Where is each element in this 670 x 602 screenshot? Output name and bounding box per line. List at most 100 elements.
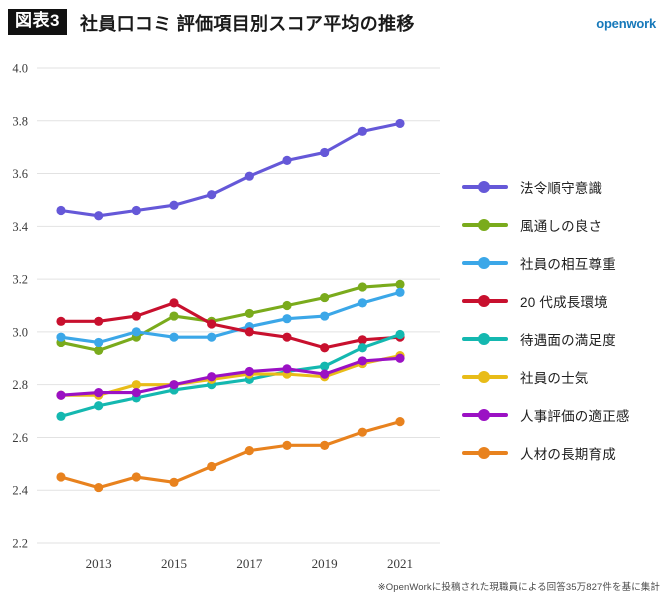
legend-dot-glyph xyxy=(478,295,490,307)
y-axis-tick-label: 3.4 xyxy=(12,220,28,234)
series-line xyxy=(59,121,402,218)
data-point xyxy=(94,401,104,411)
figure-number-badge: 図表3 xyxy=(8,9,67,35)
data-point xyxy=(94,316,104,326)
y-axis-tick-label: 3.6 xyxy=(12,167,28,181)
data-point xyxy=(207,461,217,472)
x-axis-tick-label: 2017 xyxy=(236,556,263,568)
legend-color-swatch xyxy=(462,370,508,384)
y-axis-tick-labels: 2.2 2.4 2.6 2.8 3.0 3.2 3.4 3.6 3.8 4.0 xyxy=(12,62,28,551)
data-point xyxy=(131,205,141,216)
y-axis-tick-label: 2.8 xyxy=(12,378,28,392)
data-point xyxy=(320,292,330,303)
x-axis-tick-labels: 2013 2015 2017 2019 2021 xyxy=(86,556,413,568)
data-point xyxy=(94,387,104,398)
line-chart-canvas: 2.22.42.62.83.03.23.43.63.84.0 2013 2015 2… xyxy=(12,62,440,568)
data-point xyxy=(395,353,405,363)
legend-item[interactable]: 人事評価の適正感 xyxy=(462,396,670,434)
data-point xyxy=(56,205,66,216)
openwork-logo: openwork xyxy=(596,16,656,31)
x-axis-tick-label: 2013 xyxy=(86,556,112,568)
data-point xyxy=(131,472,141,482)
y-axis-tick-label: 4.0 xyxy=(12,62,28,76)
data-point xyxy=(357,427,367,437)
series-0 xyxy=(56,118,405,221)
chart-legend: 法令順守意識風通しの良さ 社員の相互尊重 20 代成長環境待遇面の満足度社員の士気人… xyxy=(462,168,670,472)
data-point xyxy=(56,390,66,400)
legend-item[interactable]: 20 代成長環境 xyxy=(462,282,670,320)
legend-dot-glyph xyxy=(478,333,490,345)
data-point xyxy=(320,311,330,321)
legend-item[interactable]: 待遇面の満足度 xyxy=(462,320,670,358)
data-point xyxy=(320,440,330,450)
data-point xyxy=(395,118,405,129)
legend-dot-glyph xyxy=(478,219,490,231)
chart-header: 図表3 社員口コミ 評価項目別スコア平均の推移 openwork xyxy=(0,0,670,48)
footnote-text: ※OpenWorkに投稿された現職員による回答35万827件を基に集計 xyxy=(377,582,660,593)
y-axis-tick-label: 2.2 xyxy=(12,537,28,551)
data-point xyxy=(244,327,254,337)
legend-item-label: 人事評価の適正感 xyxy=(520,409,630,424)
data-point xyxy=(282,364,292,374)
data-point xyxy=(131,380,141,390)
y-axis-tick-label: 3.8 xyxy=(12,114,28,128)
legend-item-label: 社員の士気 xyxy=(520,371,589,386)
data-point xyxy=(131,327,141,337)
legend-item[interactable]: 社員の士気 xyxy=(462,358,670,396)
data-point xyxy=(395,279,405,289)
legend-item[interactable]: 社員の相互尊重 xyxy=(462,244,670,282)
legend-color-swatch xyxy=(462,294,508,308)
x-axis-tick-label: 2019 xyxy=(312,556,338,568)
legend-item[interactable]: 人材の長期育成 xyxy=(462,434,670,472)
legend-item[interactable]: 風通しの良さ xyxy=(462,206,670,244)
data-point xyxy=(282,300,292,311)
data-point xyxy=(56,411,66,421)
series-line xyxy=(59,354,402,397)
series-line xyxy=(59,301,402,350)
data-point xyxy=(207,190,217,200)
data-point xyxy=(244,308,254,319)
x-axis-tick-label: 2021 xyxy=(387,556,413,568)
series-6 xyxy=(56,353,405,400)
series-line xyxy=(59,290,402,344)
data-point xyxy=(357,335,367,345)
legend-item-label: 風通しの良さ xyxy=(520,219,603,234)
legend-item-label: 20 代成長環境 xyxy=(520,295,608,310)
data-point xyxy=(320,369,330,379)
legend-color-swatch xyxy=(462,256,508,270)
data-point xyxy=(169,380,179,390)
data-point xyxy=(169,477,179,487)
data-point xyxy=(169,311,179,321)
series-line xyxy=(59,332,402,418)
y-axis-tick-label: 2.6 xyxy=(12,431,28,445)
data-point xyxy=(282,314,292,324)
legend-dot-glyph xyxy=(478,409,490,421)
legend-color-swatch xyxy=(462,332,508,346)
gridlines-group xyxy=(37,67,440,544)
data-point xyxy=(56,332,66,342)
data-point xyxy=(357,282,367,292)
series-group xyxy=(56,118,405,493)
data-point xyxy=(357,343,367,353)
data-point xyxy=(320,343,330,353)
data-point xyxy=(169,298,179,308)
series-1 xyxy=(56,279,405,355)
data-point xyxy=(207,332,217,342)
data-point xyxy=(244,446,254,456)
data-point xyxy=(207,319,217,329)
legend-item[interactable]: 法令順守意識 xyxy=(462,168,670,206)
data-point xyxy=(395,417,405,427)
legend-color-swatch xyxy=(462,218,508,232)
legend-item-label: 社員の相互尊重 xyxy=(520,257,616,272)
data-point xyxy=(169,200,179,210)
legend-color-swatch xyxy=(462,446,508,460)
data-point xyxy=(94,345,104,355)
data-point xyxy=(56,316,66,326)
legend-dot-glyph xyxy=(478,257,490,269)
series-line xyxy=(59,420,402,490)
data-point xyxy=(282,440,292,450)
legend-color-swatch xyxy=(462,408,508,422)
data-point xyxy=(395,329,405,340)
data-point xyxy=(131,311,141,321)
data-point xyxy=(94,211,104,221)
